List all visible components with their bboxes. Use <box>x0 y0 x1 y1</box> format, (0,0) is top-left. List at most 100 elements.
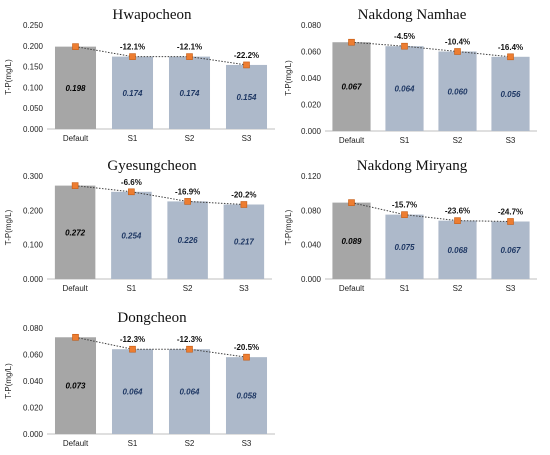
line-marker <box>348 199 355 206</box>
bar-value-label: 0.198 <box>65 84 86 93</box>
bar <box>332 42 371 131</box>
x-category-label: S1 <box>128 439 138 448</box>
line-marker <box>401 42 408 50</box>
percent-change-label: -6.6% <box>121 178 142 187</box>
y-tick-label: 0.050 <box>23 104 44 113</box>
bar-value-label: 0.174 <box>179 89 200 98</box>
x-category-label: S1 <box>126 284 136 293</box>
bar <box>54 46 97 129</box>
chart-title: Nakdong Namhae <box>358 7 467 23</box>
x-category-label: S2 <box>183 284 193 293</box>
trend-line <box>351 202 511 222</box>
percent-change-label: -12.1% <box>177 43 202 52</box>
bar-value-label: 0.067 <box>341 83 362 92</box>
bar <box>385 46 424 132</box>
line-marker <box>129 345 136 353</box>
x-category-label: S3 <box>506 284 516 293</box>
trend-line <box>75 46 247 66</box>
y-tick-label: 0.300 <box>23 172 44 181</box>
bar <box>438 220 477 279</box>
y-axis-label: T-P(mg/L) <box>284 209 293 245</box>
bar <box>225 64 268 129</box>
bar-value-label: 0.064 <box>394 85 415 94</box>
y-tick-label: 0.000 <box>301 127 322 136</box>
x-category-label: S3 <box>242 439 252 448</box>
bar-value-label: 0.064 <box>179 388 200 397</box>
percent-change-label: -16.9% <box>175 187 200 196</box>
bar <box>223 204 265 279</box>
percent-change-label: -15.7% <box>392 201 417 210</box>
bar-value-label: 0.060 <box>447 87 468 96</box>
y-tick-label: 0.100 <box>23 241 44 250</box>
bar-value-label: 0.217 <box>234 238 255 247</box>
trend-line <box>75 185 244 205</box>
y-axis-label: T-P(mg/L) <box>4 59 13 95</box>
line-marker <box>72 43 79 50</box>
y-axis-label: T-P(mg/L) <box>4 209 13 245</box>
bar <box>332 202 371 279</box>
y-tick-label: 0.000 <box>23 125 44 134</box>
line-marker <box>454 217 461 224</box>
bar-value-label: 0.154 <box>236 93 257 102</box>
bar <box>491 56 530 131</box>
line-marker <box>128 188 135 196</box>
y-axis-label: T-P(mg/L) <box>284 60 293 96</box>
percent-change-label: -22.2% <box>234 51 259 60</box>
bar <box>54 337 97 434</box>
y-tick-label: 0.040 <box>23 377 44 386</box>
line-marker <box>243 353 250 361</box>
x-category-label: S2 <box>185 134 195 143</box>
bar-value-label: 0.174 <box>122 89 143 98</box>
line-marker <box>348 38 355 46</box>
y-tick-label: 0.080 <box>301 206 322 215</box>
y-tick-label: 0.080 <box>301 21 322 30</box>
percent-change-label: -20.2% <box>231 190 256 199</box>
percent-change-label: -20.5% <box>234 343 259 352</box>
chart-panel-0: Hwapocheon T-P(mg/L) 0.000 0.050 0.100 0.150 0… <box>4 7 275 143</box>
percent-change-label: -23.6% <box>445 207 470 216</box>
x-category-label: Default <box>339 284 365 293</box>
line-marker <box>507 218 514 225</box>
line-marker <box>240 201 248 208</box>
x-category-label: S2 <box>453 284 463 293</box>
bar <box>168 349 211 434</box>
y-axis-label: T-P(mg/L) <box>4 363 13 399</box>
chart-panel-2: Gyesungcheon T-P(mg/L) 0.000 0.100 0.200 0.30… <box>4 158 272 293</box>
bar-value-label: 0.226 <box>178 236 199 245</box>
trend-line <box>351 41 511 58</box>
y-tick-label: 0.060 <box>301 48 322 57</box>
chart-title: Gyesungcheon <box>107 158 197 174</box>
bar <box>167 201 208 279</box>
y-tick-label: 0.200 <box>23 42 44 51</box>
line-marker <box>401 211 408 218</box>
y-tick-label: 0.000 <box>23 430 44 439</box>
y-tick-label: 0.060 <box>23 351 44 360</box>
percent-change-label: -10.4% <box>445 38 470 47</box>
x-category-label: Default <box>339 136 365 145</box>
bar-value-label: 0.064 <box>122 388 143 397</box>
percent-change-label: -4.5% <box>394 32 415 41</box>
chart-title: Nakdong Miryang <box>357 158 468 174</box>
bar <box>438 51 477 131</box>
percent-change-label: -16.4% <box>498 43 523 52</box>
line-marker <box>72 333 79 341</box>
y-tick-label: 0.020 <box>301 101 322 110</box>
line-marker <box>454 48 461 55</box>
y-tick-label: 0.000 <box>301 275 322 284</box>
bar-value-label: 0.056 <box>500 90 521 99</box>
x-category-label: S1 <box>128 134 138 143</box>
bar <box>385 214 424 279</box>
bar <box>168 56 211 130</box>
line-marker <box>71 182 79 189</box>
x-category-label: S1 <box>400 136 410 145</box>
x-category-label: S1 <box>400 284 410 293</box>
bar <box>111 349 154 434</box>
line-marker <box>184 198 191 205</box>
percent-change-label: -24.7% <box>498 207 523 216</box>
x-category-label: S3 <box>506 136 516 145</box>
percent-change-label: -12.3% <box>177 335 202 344</box>
percent-change-label: -12.3% <box>120 335 145 344</box>
y-tick-label: 0.120 <box>301 172 322 181</box>
bar <box>491 221 530 279</box>
y-tick-label: 0.040 <box>301 74 322 83</box>
